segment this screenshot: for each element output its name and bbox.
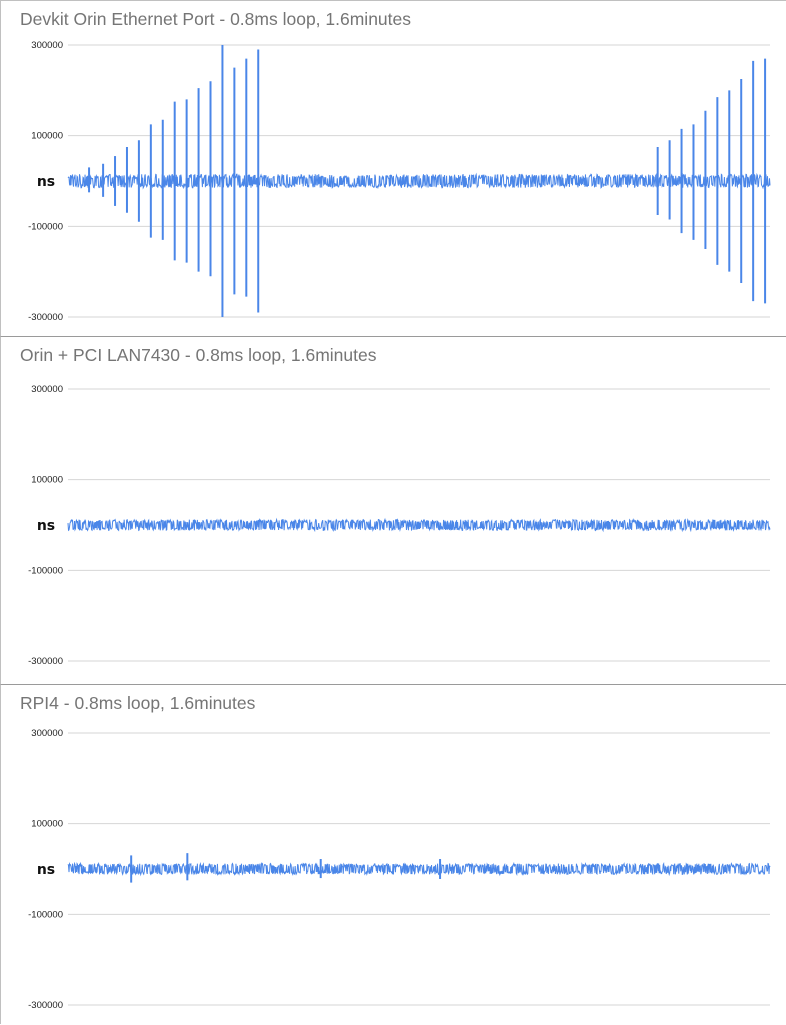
- y-tick-label: 100000: [31, 819, 63, 830]
- y-tick-label: -100000: [28, 565, 63, 576]
- y-tick-label: -100000: [28, 221, 63, 232]
- chart-panel-devkit-orin: Devkit Orin Ethernet Port - 0.8ms loop, …: [0, 0, 786, 336]
- y-axis-label: ns: [37, 862, 55, 878]
- y-tick-label: 300000: [31, 40, 63, 51]
- chart-panel-orin-pci-lan7430: Orin + PCI LAN7430 - 0.8ms loop, 1.6minu…: [0, 336, 786, 684]
- y-tick-label: 300000: [31, 384, 63, 395]
- chart-plot-area: 300000 100000 -100000 -300000 ns: [28, 384, 771, 667]
- chart-panel-rpi4: RPI4 - 0.8ms loop, 1.6minutes 300000 1000…: [0, 684, 786, 1024]
- y-tick-label: -300000: [28, 1000, 63, 1011]
- y-axis-label: ns: [37, 174, 55, 190]
- y-tick-label: -300000: [28, 312, 63, 323]
- chart-title: Orin + PCI LAN7430 - 0.8ms loop, 1.6minu…: [20, 345, 377, 365]
- chart-title: Devkit Orin Ethernet Port - 0.8ms loop, …: [20, 9, 411, 29]
- y-tick-label: 300000: [31, 728, 63, 739]
- y-tick-label: -300000: [28, 656, 63, 667]
- y-tick-label: 100000: [31, 475, 63, 486]
- y-tick-label: 100000: [31, 131, 63, 142]
- chart-plot-area: 300000 100000 -100000 -300000 ns: [28, 40, 771, 323]
- series-line: [67, 517, 771, 533]
- y-axis-label: ns: [37, 518, 55, 534]
- chart-plot-area: 300000 100000 -100000 -300000 ns: [28, 728, 771, 1011]
- y-tick-label: -100000: [28, 909, 63, 920]
- chart-title: RPI4 - 0.8ms loop, 1.6minutes: [20, 693, 256, 713]
- series-line: [67, 861, 771, 877]
- series-line: [67, 172, 771, 190]
